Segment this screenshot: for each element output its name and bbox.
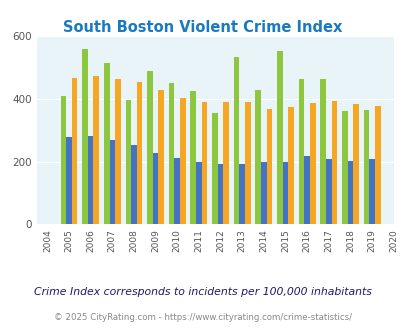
Bar [266, 109, 272, 224]
Bar [104, 63, 109, 224]
Bar [255, 90, 260, 224]
Bar [115, 79, 120, 224]
Bar [374, 106, 379, 224]
Bar [245, 102, 250, 224]
Bar [147, 71, 152, 224]
Bar [125, 100, 131, 224]
Bar [212, 113, 217, 224]
Bar [152, 153, 158, 224]
Bar [190, 91, 196, 224]
Text: South Boston Violent Crime Index: South Boston Violent Crime Index [63, 20, 342, 35]
Bar [363, 110, 369, 224]
Bar [347, 161, 352, 224]
Bar [168, 83, 174, 224]
Bar [298, 79, 304, 224]
Bar [233, 57, 239, 224]
Bar [93, 77, 99, 224]
Bar [304, 156, 309, 224]
Bar [369, 159, 374, 224]
Bar [66, 137, 72, 224]
Bar [82, 49, 87, 224]
Bar [196, 162, 201, 224]
Legend: South Boston, Virginia, National: South Boston, Virginia, National [77, 328, 352, 330]
Bar [109, 140, 115, 224]
Bar [352, 104, 358, 224]
Bar [136, 82, 142, 224]
Bar [282, 162, 288, 224]
Bar [223, 102, 228, 224]
Bar [87, 136, 93, 224]
Bar [201, 102, 207, 224]
Bar [158, 90, 164, 224]
Bar [288, 107, 293, 224]
Bar [277, 51, 282, 224]
Bar [180, 98, 185, 224]
Bar [131, 145, 136, 224]
Text: Crime Index corresponds to incidents per 100,000 inhabitants: Crime Index corresponds to incidents per… [34, 287, 371, 297]
Bar [309, 103, 315, 224]
Bar [217, 164, 223, 224]
Bar [60, 96, 66, 224]
Bar [320, 79, 325, 224]
Bar [331, 101, 337, 224]
Text: © 2025 CityRating.com - https://www.cityrating.com/crime-statistics/: © 2025 CityRating.com - https://www.city… [54, 313, 351, 322]
Bar [174, 158, 180, 224]
Bar [72, 78, 77, 224]
Bar [325, 159, 331, 224]
Bar [260, 162, 266, 224]
Bar [341, 111, 347, 224]
Bar [239, 164, 245, 224]
